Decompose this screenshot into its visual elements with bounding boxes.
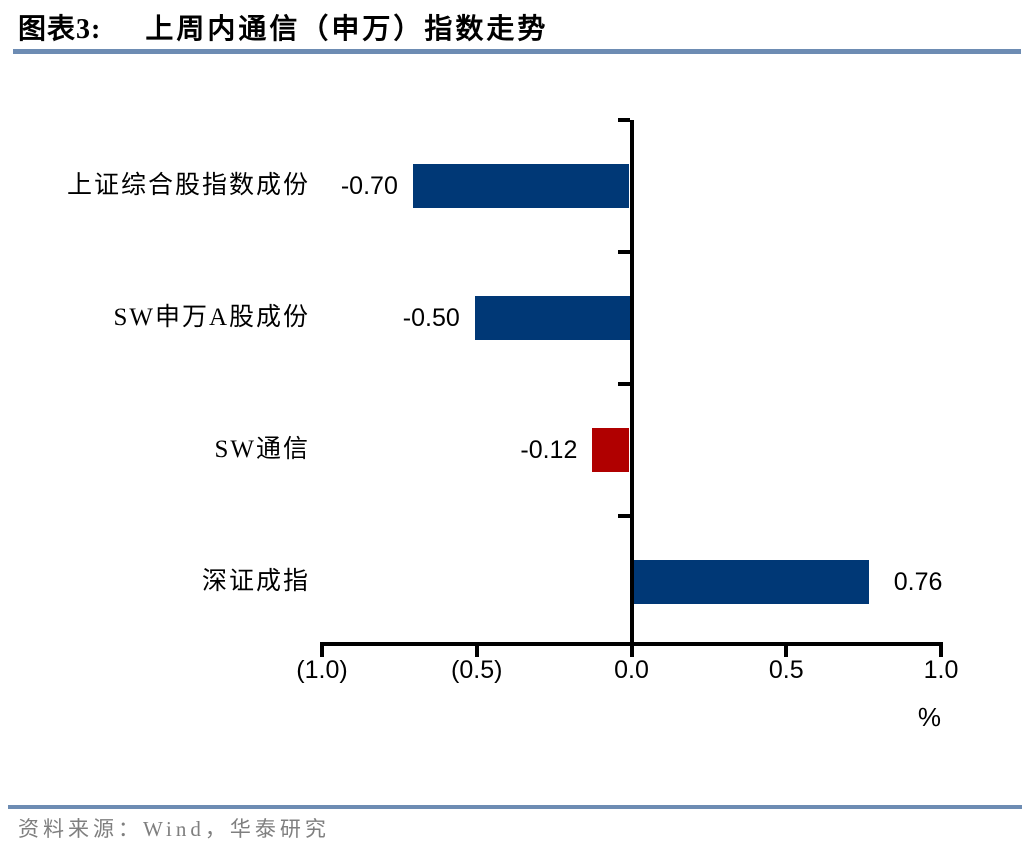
category-label: 上证综合股指数成份 (66, 172, 310, 199)
category-axis-tick (617, 250, 630, 254)
value-axis-tick (474, 642, 479, 657)
value-label: 0.76 (893, 568, 943, 596)
value-axis-tick-label: (0.5) (451, 656, 503, 684)
source-note: 资料来源：Wind，华泰研究 (18, 817, 330, 841)
value-axis-tick-label: 0.5 (768, 656, 804, 684)
bar (633, 560, 869, 604)
value-axis-tick-label: 1.0 (923, 656, 959, 684)
footer-rule (8, 805, 1022, 809)
value-axis-tick (939, 642, 943, 657)
value-axis-tick-label: 0.0 (614, 656, 649, 684)
value-axis-tick (320, 642, 324, 657)
bar (412, 164, 630, 208)
value-label: -0.70 (340, 172, 398, 200)
figure-number-label: 图表3: (18, 14, 102, 45)
value-label: -0.12 (520, 436, 578, 464)
value-label: -0.50 (402, 304, 460, 332)
value-axis-tick (629, 642, 634, 657)
category-label: 深证成指 (201, 568, 310, 595)
title-underline-rule (13, 49, 1021, 54)
category-axis-tick (617, 514, 630, 518)
category-label: SW申万A股成份 (113, 304, 310, 331)
value-axis-tick-label: (1.0) (296, 656, 348, 684)
bar-chart: % (1.0) (0.5) 0.0 0.5 1.0 上证综合股指数成份 -0.70 SW申万A… (66, 118, 959, 732)
figure-title: 图表3: 上周内通信（申万）指数走势 (18, 12, 1018, 48)
category-label: SW通信 (214, 436, 310, 463)
category-axis-line (629, 120, 634, 656)
value-axis-tick (784, 642, 789, 657)
category-axis-tick (617, 382, 630, 386)
bar (474, 296, 630, 340)
bar (592, 428, 630, 472)
axis-unit-label: % (917, 702, 941, 732)
category-axis-tick (617, 118, 630, 122)
figure-title-text: 上周内通信（申万）指数走势 (145, 14, 549, 45)
